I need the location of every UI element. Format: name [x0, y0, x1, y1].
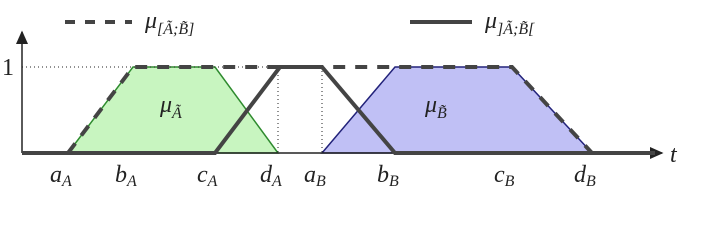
point-label: cB — [494, 162, 515, 190]
region-label: μÃ — [159, 92, 182, 122]
region-label: μB̃ — [424, 92, 447, 122]
point-label: dB — [574, 162, 596, 190]
legend-label: μ[Ã;B̃] — [144, 8, 194, 38]
point-label: dA — [260, 162, 282, 190]
diagram: μ[Ã;B̃] μ]Ã;B̃[ 1 t μÃ μB̃ aA bA cA dA aB bB c… — [2, 8, 678, 190]
legend-label: μ]Ã;B̃[ — [484, 8, 535, 38]
point-label: aB — [304, 162, 326, 190]
point-label: aA — [50, 162, 72, 190]
point-label: cA — [197, 162, 218, 190]
y-label: 1 — [2, 55, 14, 81]
point-label: bA — [115, 162, 137, 190]
x-label: t — [670, 142, 678, 168]
solid-curve — [22, 65, 655, 155]
point-label: bB — [377, 162, 399, 190]
region-b — [320, 66, 594, 154]
